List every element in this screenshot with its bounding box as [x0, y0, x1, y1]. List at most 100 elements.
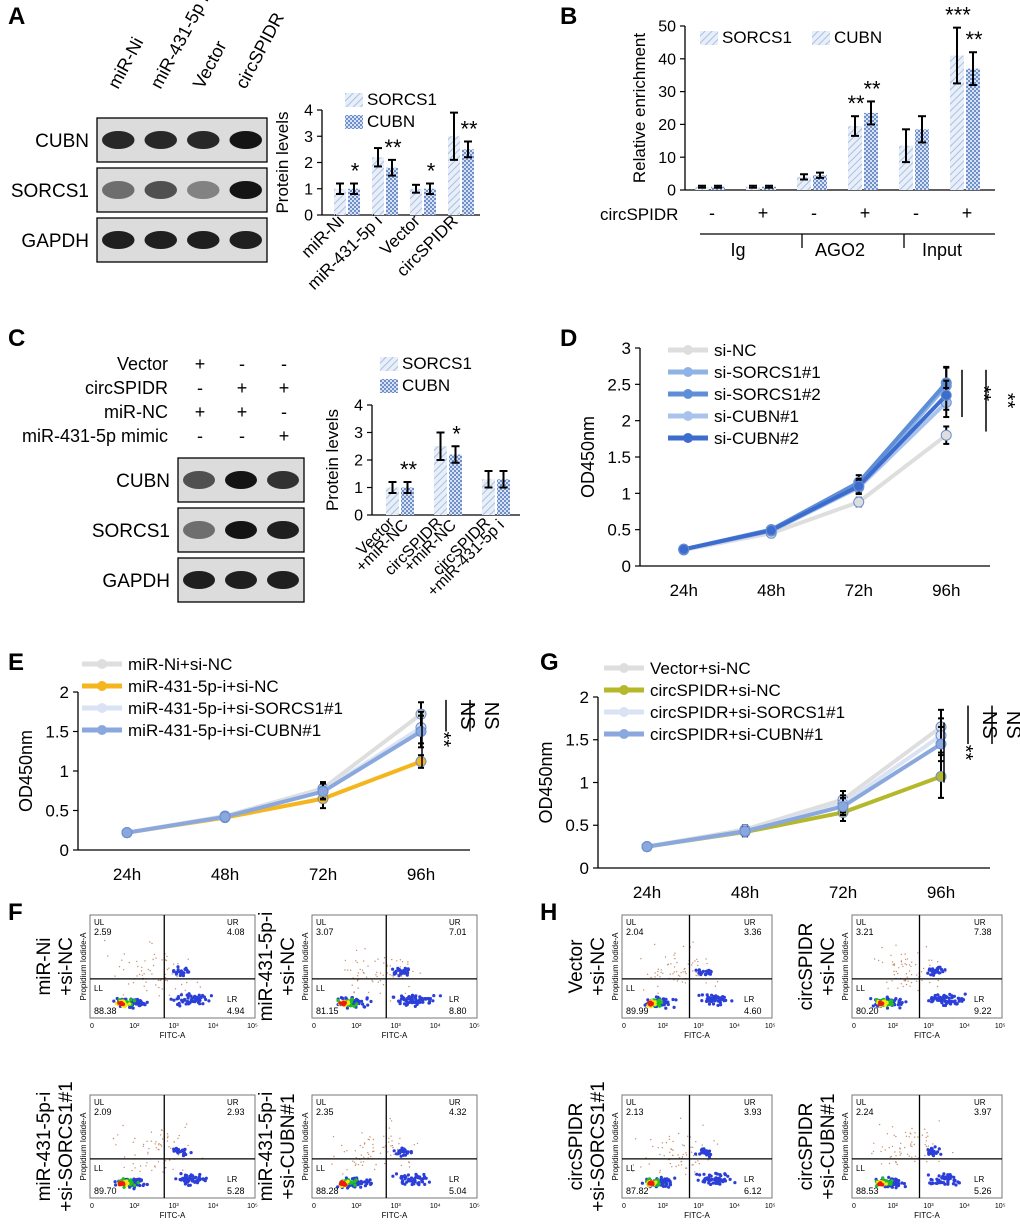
flow-event-dot [708, 972, 713, 976]
flow-event-dot [678, 1164, 680, 1166]
flow-event-dot [403, 1153, 408, 1157]
flow-event-dot [183, 1147, 187, 1151]
flow-event-dot [660, 971, 662, 974]
flow-event-dot [930, 1000, 934, 1004]
flow-event-dot [119, 1182, 124, 1186]
flow-event-dot [391, 1174, 395, 1178]
quadrant-value-lr: 9.22 [974, 1006, 992, 1016]
legend-label: miR-Ni+si-NC [128, 655, 232, 674]
flow-event-dot [402, 968, 406, 973]
chart-d-y-tick-label: 2.5 [607, 375, 631, 394]
flow-event-dot [379, 1152, 382, 1154]
flow-event-dot [386, 972, 388, 974]
flow-event-dot [408, 985, 410, 988]
flow-event-dot [632, 1164, 635, 1166]
chart-c-y-label: Protein levels [323, 409, 342, 511]
flow-axis-y-label: Propidium Iodide-A [301, 1112, 310, 1181]
bar-sorcs1 [899, 145, 913, 190]
flow-event-dot [173, 1141, 175, 1143]
condition-mark: - [281, 354, 287, 374]
quadrant-label-ur: UR [744, 1098, 756, 1107]
quadrant-value-ll: 89.99 [626, 1006, 649, 1016]
flow-event-dot [900, 961, 903, 963]
flow-event-dot [139, 1000, 143, 1004]
flow-event-dot [367, 1138, 369, 1141]
flow-event-dot [927, 999, 931, 1003]
chart-g-y-tick-label: 1 [580, 773, 589, 792]
flow-event-dot [177, 1148, 181, 1152]
flow-event-dot [891, 1126, 894, 1128]
legend-swatch-cubn [380, 379, 398, 393]
flow-event-dot [197, 1175, 201, 1179]
flow-event-dot [382, 974, 384, 976]
flow-event-dot [406, 1150, 410, 1154]
flow-event-dot [339, 996, 343, 1000]
significance-label: ** [400, 457, 418, 482]
flow-x-tick: 0 [90, 1023, 94, 1030]
flow-event-dot [390, 1120, 393, 1122]
flow-event-dot [184, 989, 187, 991]
bar-sorcs1 [372, 157, 384, 215]
flow-x-tick: 10⁴ [430, 1023, 441, 1030]
bar-sorcs1 [334, 188, 346, 215]
flow-event-dot [186, 1000, 190, 1004]
flow-x-tick: 10⁵ [469, 1023, 480, 1030]
flow-event-dot [354, 1164, 357, 1167]
sample-label: miR-431-5p-i [256, 912, 277, 1022]
flow-event-dot [909, 1132, 911, 1134]
flow-event-dot [413, 1179, 417, 1183]
flow-event-dot [392, 1146, 394, 1149]
flow-event-dot [943, 999, 948, 1004]
flow-event-dot [155, 984, 157, 986]
chart-g-y-tick-label: 1.5 [565, 731, 589, 750]
flow-event-dot [196, 996, 200, 1000]
flow-event-dot [890, 954, 892, 956]
flow-event-dot [379, 992, 381, 994]
flow-event-dot [681, 981, 684, 983]
flow-event-dot [400, 1146, 404, 1150]
flow-event-dot [160, 1144, 162, 1146]
blot-row-label: SORCS1 [11, 181, 89, 202]
flow-event-dot [405, 1002, 409, 1006]
flow-event-dot [669, 1162, 672, 1165]
significance-label: ** [965, 27, 983, 52]
condition-label: circSPIDR [85, 378, 168, 398]
bar-sorcs1 [848, 126, 862, 190]
flow-event-dot [667, 963, 670, 965]
chart-c-y-tick-label: 2 [354, 453, 363, 470]
flow-event-dot [889, 1001, 893, 1005]
flow-event-dot [662, 1179, 666, 1184]
quadrant-label-ul: UL [94, 1098, 105, 1107]
flow-event-dot [697, 993, 701, 998]
significance-label: NS [1002, 711, 1020, 739]
flow-event-dot [168, 1146, 170, 1148]
flow-event-dot [673, 954, 675, 956]
flow-event-dot [379, 972, 382, 974]
quadrant-value-ur: 4.08 [227, 927, 245, 937]
protein-band [229, 131, 262, 149]
flow-event-dot [193, 1180, 198, 1184]
flow-event-dot [955, 1002, 959, 1006]
flow-event-dot [183, 998, 187, 1002]
flow-event-dot [881, 1146, 884, 1148]
data-point [853, 480, 865, 492]
flow-event-dot [356, 1183, 360, 1187]
legend-label-cubn: CUBN [367, 112, 415, 131]
flow-event-dot [907, 980, 909, 982]
flow-event-dot [361, 1164, 364, 1167]
legend-marker [97, 703, 107, 713]
flow-event-dot [659, 1175, 663, 1179]
chart-d-y-tick-label: 3 [622, 339, 631, 358]
flow-event-dot [650, 976, 652, 979]
flow-event-dot [900, 983, 903, 985]
flow-event-dot [880, 1163, 883, 1165]
flow-event-dot [683, 968, 685, 970]
flow-event-dot [881, 946, 883, 949]
flow-event-dot [128, 961, 130, 964]
flow-event-dot [411, 1000, 415, 1004]
flow-event-dot [370, 1155, 372, 1158]
group-label: AGO2 [815, 240, 865, 260]
flow-plot-frame [311, 1094, 478, 1199]
flow-event-dot [140, 970, 143, 972]
data-point [853, 496, 865, 508]
